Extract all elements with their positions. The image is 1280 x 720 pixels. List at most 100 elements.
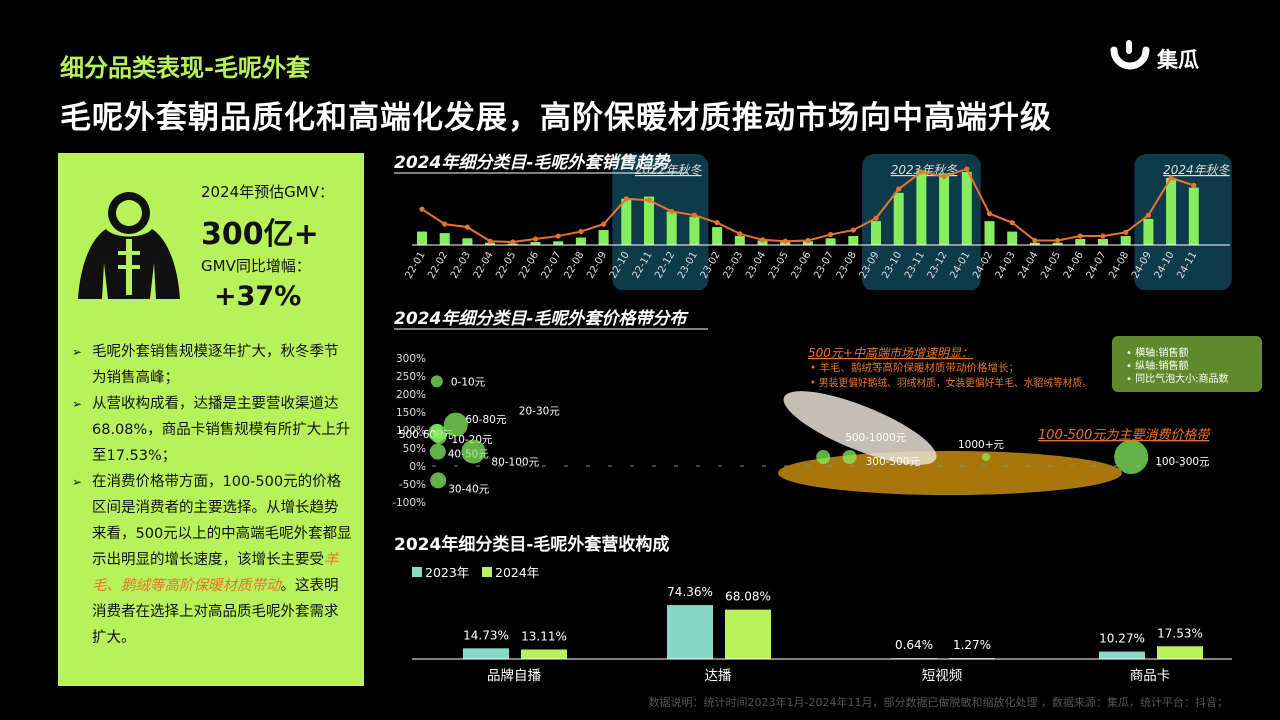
- insight-item: ➢ 在消费价格带方面，100-500元的价格区间是消费者的主要选择。从增长趋势来看…: [72, 469, 352, 651]
- price-band-bubble: [432, 430, 447, 445]
- trend-x-tick: 23-08: [835, 250, 859, 281]
- trend-x-tick: 23-04: [744, 250, 768, 281]
- price-band-chart: 2024年细分类目-毛呢外套价格带分布 300% 250% 200% 150% 100%…: [392, 309, 1262, 509]
- trend-line-point: [669, 208, 675, 215]
- revenue-category-label: 达播: [705, 668, 733, 684]
- trend-line-point: [1055, 237, 1061, 244]
- trend-bar: [757, 240, 768, 245]
- season-label: 2024年秋冬: [1163, 163, 1231, 177]
- wool-coat-icon: [76, 187, 182, 307]
- trend-bar: [802, 241, 813, 245]
- price-band-bubble: [1114, 440, 1149, 474]
- revenue-bar: [521, 649, 567, 659]
- section-title: 细分品类表现-毛呢外套: [60, 54, 310, 82]
- trend-x-tick: 22-07: [540, 250, 564, 281]
- trend-x-tick: 24-08: [1107, 250, 1131, 281]
- scatter-legend-item: • 同比气泡大小:商品数: [1126, 372, 1228, 385]
- trend-x-tick: 24-04: [1016, 250, 1040, 281]
- logo-text: 集瓜: [1157, 48, 1199, 72]
- trend-bar: [598, 230, 609, 245]
- trend-bar: [825, 238, 836, 245]
- trend-line-point: [986, 211, 993, 217]
- summary-panel: 2024年预估GMV： 300亿+ GMV同比增幅： +37% ➢ 毛呢外套销售规…: [58, 153, 364, 686]
- price-band-bubble: [461, 439, 486, 464]
- revenue-category-label: 商品卡: [1130, 668, 1171, 684]
- trend-bar: [1166, 177, 1177, 245]
- scatter-legend-box: [1112, 336, 1262, 392]
- insight-text: 从营收构成看，达播是主要营收渠道达68.08%，商品卡销售规模有所扩大上升至17…: [92, 396, 351, 464]
- trend-bar: [1188, 187, 1199, 245]
- arrow-bullet-icon: ➢: [72, 345, 83, 359]
- trend-line-point: [1191, 182, 1197, 188]
- trend-line-point: [646, 197, 652, 203]
- trend-line-point: [601, 221, 607, 227]
- scatter-y-tick: -50%: [399, 479, 426, 491]
- revenue-bar-label: 1.27%: [953, 638, 991, 652]
- trend-bar: [1120, 236, 1131, 245]
- revenue-bar: [463, 648, 509, 659]
- trend-bar: [689, 216, 700, 245]
- growth-annotation-item: • 羊毛、鹅绒等高阶保暖材质带动价格增长；: [810, 361, 1019, 374]
- trend-x-tick: 23-03: [721, 250, 745, 281]
- trend-x-tick: 22-09: [585, 250, 609, 281]
- trend-x-tick: 23-05: [767, 250, 791, 281]
- revenue-bar: [1099, 651, 1145, 659]
- trend-x-tick: 22-03: [449, 250, 473, 281]
- revenue-bar-label: 17.53%: [1157, 626, 1203, 640]
- brand-logo: 集瓜: [1110, 40, 1210, 76]
- trend-line-point: [1145, 212, 1151, 218]
- footer-note: 数据说明：统计时间2023年1月-2024年11月，部分数据已做脱敏和缩放化处理…: [648, 696, 1228, 709]
- insight-text: 。这表明消费者在选择上对高品质毛呢外套需求扩大。: [92, 578, 339, 646]
- insight-highlight: 羊毛、鹅绒等高阶保暖材质带动: [92, 552, 339, 594]
- growth-annotation-title: 500元+中高端市场增速明显：: [808, 346, 973, 360]
- trend-chart-title: 2024年细分类目-毛呢外套销售趋势: [394, 153, 671, 173]
- arrow-bullet-icon: ➢: [72, 475, 83, 489]
- scatter-y-tick: 300%: [396, 353, 426, 365]
- trend-bar: [893, 192, 904, 245]
- trend-bar: [530, 242, 541, 245]
- trend-line-point: [828, 231, 834, 238]
- trend-bar: [1075, 239, 1086, 245]
- premium-band-highlight: [783, 391, 937, 465]
- insight-item: ➢ 从营收构成看，达播是主要营收渠道达68.08%，商品卡销售规模有所扩大上升至1…: [72, 391, 352, 469]
- trend-bar: [462, 238, 473, 245]
- trend-bar: [848, 236, 859, 245]
- trend-line-point: [714, 220, 720, 226]
- trend-bar: [439, 233, 450, 245]
- trend-x-tick: 24-06: [1062, 250, 1086, 281]
- price-band-bubble: [982, 453, 990, 461]
- trend-x-tick: 24-03: [994, 250, 1018, 281]
- price-band-label: 60-80元: [465, 414, 507, 426]
- trend-bar: [1029, 242, 1040, 245]
- scatter-y-tick: 250%: [396, 371, 426, 383]
- scatter-y-tick: -100%: [392, 497, 426, 509]
- trend-line-point: [1009, 220, 1015, 226]
- trend-line-point: [1100, 233, 1106, 239]
- price-band-label: 80-100元: [491, 457, 539, 469]
- price-band-bubble: [430, 375, 443, 388]
- trend-line-point: [941, 173, 947, 180]
- trend-bar: [1098, 239, 1108, 245]
- scatter-y-tick: 0%: [409, 461, 426, 473]
- trend-bar: [961, 171, 972, 245]
- trend-line-point: [1032, 237, 1038, 244]
- scatter-y-tick: 50%: [403, 443, 426, 455]
- trend-bar: [712, 227, 723, 245]
- trend-bar: [417, 231, 427, 245]
- price-band-label: 300-500元: [866, 456, 921, 468]
- revenue-bar: [667, 605, 713, 659]
- yoy-value: +37%: [214, 281, 302, 312]
- trend-x-tick: 22-08: [562, 250, 586, 281]
- trend-x-tick: 24-05: [1039, 250, 1063, 281]
- trend-line-point: [964, 166, 970, 172]
- trend-bar: [666, 211, 677, 245]
- revenue-bar-label: 74.36%: [667, 585, 713, 599]
- trend-line-point: [850, 227, 856, 233]
- revenue-bar-label: 68.08%: [725, 590, 771, 604]
- revenue-bar-label: 0.64%: [895, 638, 933, 652]
- main-band-annotation: 100-500元为主要消费价格带: [1038, 428, 1211, 443]
- trend-line-point: [510, 239, 516, 245]
- trend-bar: [984, 221, 995, 245]
- trend-bar: [1007, 231, 1018, 245]
- insight-text: 毛呢外套销售规模逐年扩大，秋冬季节为销售高峰；: [92, 344, 339, 386]
